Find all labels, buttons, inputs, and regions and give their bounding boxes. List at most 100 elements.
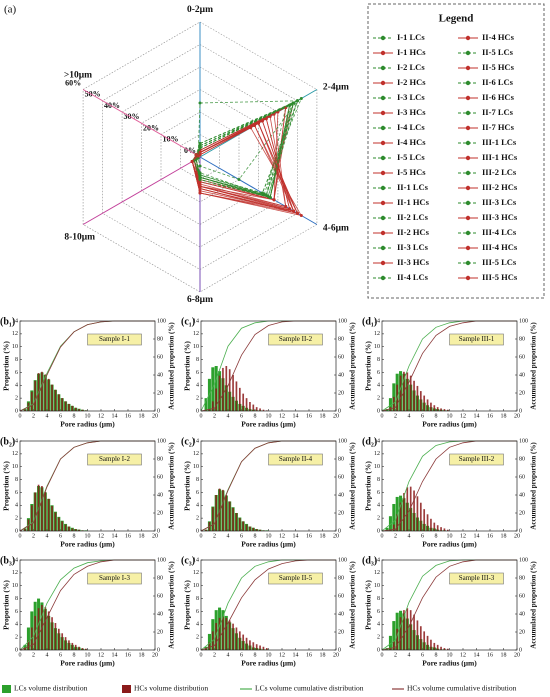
legend-marker	[380, 230, 386, 236]
legend-marker	[380, 95, 386, 101]
y-tick-label: 12	[193, 331, 199, 337]
y-tick-label: 14	[12, 318, 18, 324]
bar	[61, 521, 64, 531]
bar	[64, 637, 67, 650]
legend-label: LCs volume distribution	[14, 684, 88, 693]
r-tick-label: 20%	[143, 123, 159, 132]
radar-marker	[260, 191, 264, 195]
bar	[235, 627, 238, 650]
y-tick-label: 12	[374, 570, 380, 576]
y-tick-label: 0	[196, 647, 199, 653]
legend-marker	[465, 215, 471, 221]
y-tick-label: 6	[377, 609, 380, 615]
y-tick-label: 2	[196, 635, 199, 641]
radar-marker	[237, 178, 241, 181]
r-tick-label: 10%	[163, 135, 179, 144]
plot-frame	[200, 559, 337, 651]
axis-label: 8-10μm	[64, 233, 95, 243]
x-tick-label: 2	[213, 533, 216, 539]
bar	[395, 496, 399, 531]
x-tick-label: 0	[19, 413, 22, 419]
legend-title: Legend	[439, 13, 474, 25]
legend-marker	[465, 125, 471, 131]
y-tick-label: 0	[196, 528, 199, 534]
bar	[24, 529, 26, 531]
y-tick-label: 6	[196, 609, 199, 615]
y2-tick-label: 80	[338, 336, 344, 342]
y-tick-label: 8	[377, 357, 380, 363]
bar	[71, 642, 74, 650]
y-tick-label: 2	[377, 635, 380, 641]
x-tick-label: 16	[306, 413, 312, 419]
bar	[430, 518, 432, 531]
bar	[440, 408, 442, 411]
x-tick-label: 10	[266, 413, 272, 419]
bar	[24, 648, 26, 650]
y2-tick-label: 60	[519, 474, 525, 480]
bar	[259, 408, 261, 411]
y-axis-title: Proportion (%)	[183, 580, 192, 630]
bar	[396, 628, 399, 650]
x-tick-label: 0	[381, 652, 384, 658]
x-tick-label: 20	[514, 413, 520, 419]
legend-label: I-3 HCs	[397, 107, 426, 117]
radar-marker	[190, 160, 194, 163]
bar	[47, 498, 50, 531]
x-tick-label: 10	[85, 533, 91, 539]
legend-label: II-5 HCs	[482, 62, 515, 72]
x-tick-label: 2	[394, 413, 397, 419]
legend-swatch	[122, 685, 131, 693]
radar-marker	[198, 175, 202, 179]
bar	[249, 526, 251, 531]
y2-tick-label: 80	[519, 456, 525, 462]
x-tick-label: 8	[435, 413, 438, 419]
sample-box	[449, 333, 504, 346]
bar	[68, 640, 70, 650]
x-tick-label: 0	[381, 413, 384, 419]
bar	[51, 505, 53, 531]
bar	[208, 409, 211, 411]
bar	[392, 524, 395, 531]
bar	[57, 517, 60, 531]
bar	[426, 514, 429, 531]
radar-marker	[198, 164, 202, 168]
sample-label: Sample II-5	[279, 574, 313, 582]
y-axis-title: Proportion (%)	[364, 461, 373, 511]
bar	[64, 401, 67, 411]
bar	[413, 380, 415, 411]
plot-frame	[381, 440, 518, 532]
legend-marker	[465, 260, 471, 266]
legend-label: I-4 HCs	[397, 137, 426, 147]
y-tick-label: 4	[377, 503, 380, 509]
bar	[406, 372, 409, 411]
bar	[259, 645, 261, 650]
y2-axis-title: Accumulated proportion (%)	[168, 442, 176, 530]
legend-marker	[380, 260, 386, 266]
y-tick-label: 10	[193, 344, 199, 350]
bar	[41, 486, 43, 531]
bar	[207, 633, 211, 650]
legend-label: II-1 HCs	[397, 197, 430, 207]
y2-tick-label: 100	[338, 438, 347, 444]
y-tick-label: 14	[374, 557, 380, 563]
y2-tick-label: 0	[519, 647, 522, 653]
x-tick-label: 4	[227, 652, 230, 658]
y-tick-label: 14	[193, 557, 199, 563]
y2-tick-label: 20	[338, 390, 344, 396]
bar	[71, 405, 74, 411]
x-tick-label: 2	[32, 413, 35, 419]
x-tick-label: 16	[487, 533, 493, 539]
bar	[215, 495, 218, 531]
y-tick-label: 10	[374, 464, 380, 470]
sample-label: Sample I-3	[99, 574, 130, 582]
r-tick-label: 60%	[65, 78, 81, 87]
panel-label: (a)	[4, 4, 17, 16]
bar	[41, 371, 43, 411]
bar	[436, 407, 439, 411]
y2-tick-label: 20	[157, 629, 163, 635]
y-tick-label: 12	[193, 451, 199, 457]
y-tick-label: 14	[12, 438, 18, 444]
axis-label: >10μm	[64, 71, 92, 81]
sample-box	[449, 453, 504, 466]
bar	[255, 407, 258, 411]
